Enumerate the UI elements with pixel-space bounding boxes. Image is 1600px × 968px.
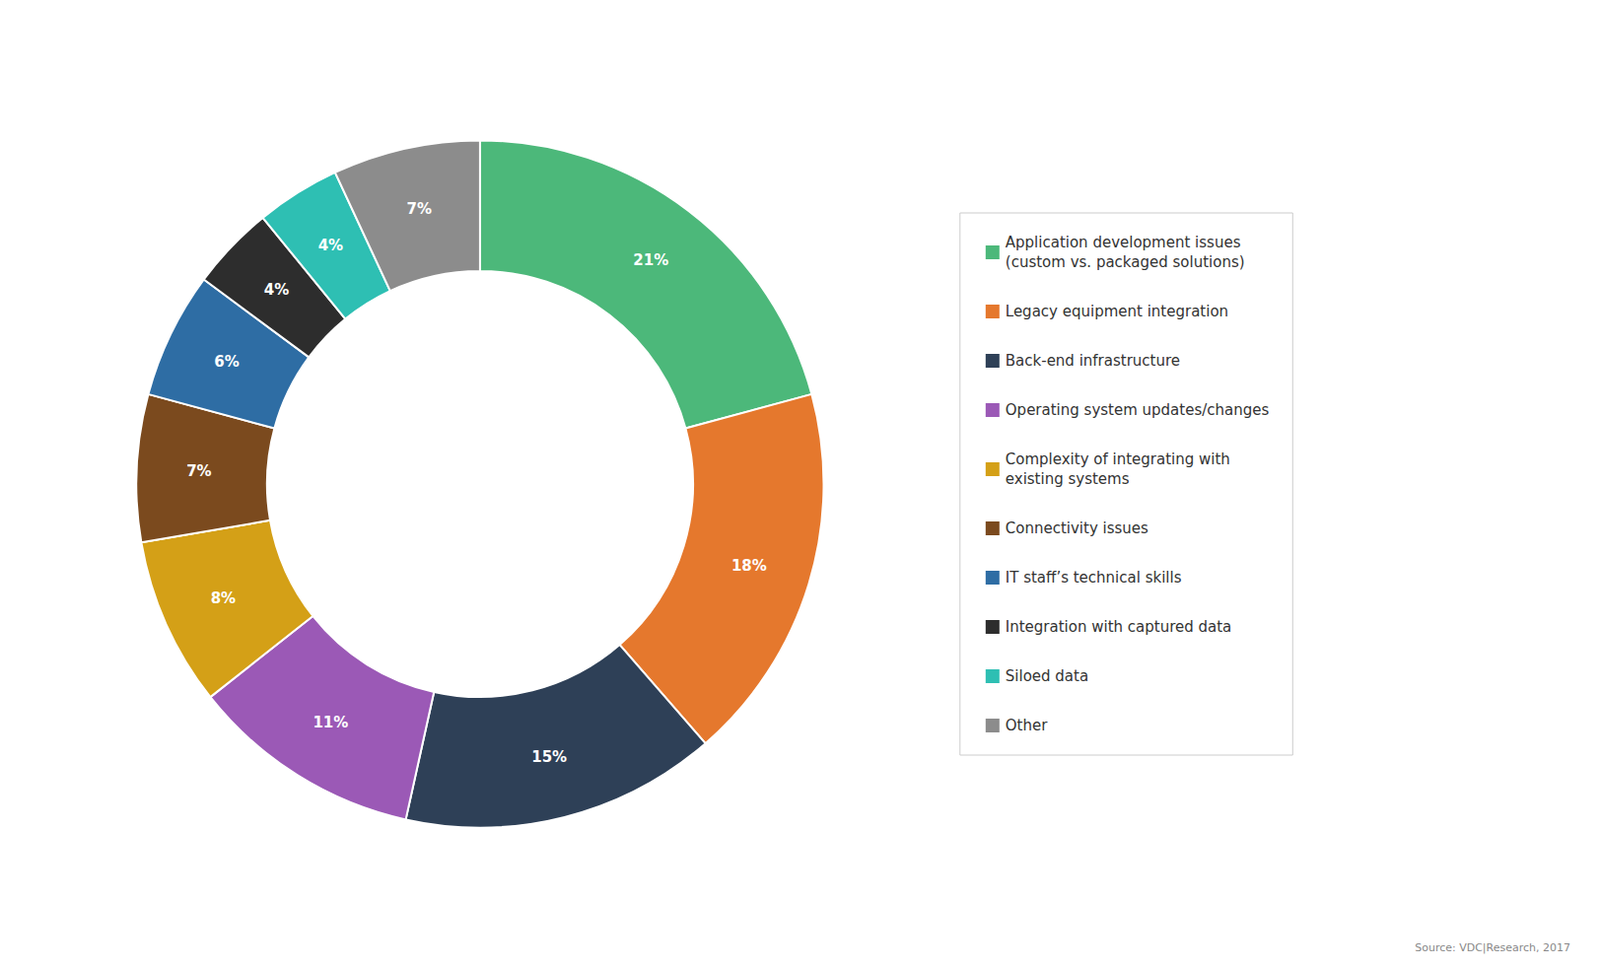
svg-text:15%: 15%	[531, 748, 567, 766]
svg-text:Operating system updates/chang: Operating system updates/changes	[1005, 401, 1270, 419]
svg-text:Source: VDC|Research, 2017: Source: VDC|Research, 2017	[1414, 941, 1571, 955]
svg-text:7%: 7%	[186, 462, 211, 481]
svg-text:11%: 11%	[312, 713, 348, 732]
svg-text:Application development issues: Application development issues	[1005, 233, 1242, 252]
svg-text:existing systems: existing systems	[1005, 470, 1130, 488]
svg-text:21%: 21%	[632, 251, 669, 270]
svg-text:7%: 7%	[407, 200, 432, 218]
svg-text:Back-end infrastructure: Back-end infrastructure	[1005, 351, 1181, 370]
svg-text:18%: 18%	[731, 556, 767, 575]
svg-text:Connectivity issues: Connectivity issues	[1005, 519, 1149, 538]
svg-text:Other: Other	[1005, 716, 1048, 735]
svg-text:4%: 4%	[318, 236, 344, 255]
svg-text:Legacy equipment integration: Legacy equipment integration	[1005, 302, 1229, 321]
svg-text:Complexity of integrating with: Complexity of integrating with	[1005, 450, 1231, 469]
svg-text:Siloed data: Siloed data	[1005, 667, 1089, 686]
svg-text:4%: 4%	[264, 280, 289, 299]
svg-text:IT staff’s technical skills: IT staff’s technical skills	[1005, 568, 1183, 587]
svg-text:6%: 6%	[213, 352, 239, 371]
svg-text:(custom vs. packaged solutions: (custom vs. packaged solutions)	[1005, 253, 1246, 272]
svg-text:8%: 8%	[210, 589, 236, 608]
svg-text:Integration with captured data: Integration with captured data	[1005, 618, 1233, 636]
